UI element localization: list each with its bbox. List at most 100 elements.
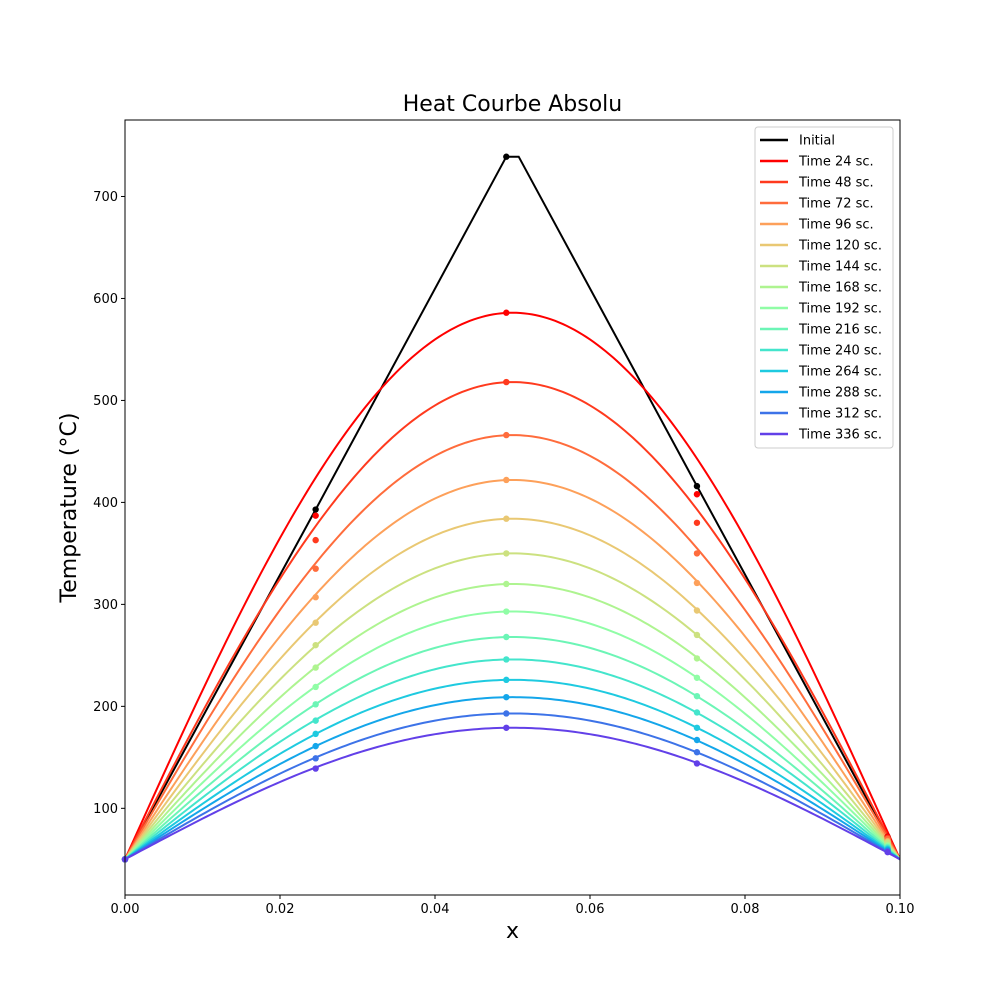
legend-label: Time 192 sc. [798, 302, 882, 317]
legend-label: Time 96 sc. [798, 218, 874, 233]
legend-item-time-48-sc: Time 48 sc. [760, 176, 874, 191]
series-line-time-216-sc [125, 636, 900, 861]
x-axis-ticks: 0.00 0.02 0.04 0.06 0.08 0.10 [111, 895, 915, 917]
data-point-time-48-sc [503, 378, 510, 386]
series-line-time-192-sc [125, 610, 900, 861]
data-point-time-96-sc [312, 594, 319, 601]
series-line-time-48-sc [125, 381, 900, 860]
data-point-time-48-sc [312, 536, 319, 544]
data-point-time-24-sc [312, 512, 319, 519]
data-point-time-144-sc [693, 631, 701, 639]
series-line-time-264-sc [125, 678, 900, 861]
series-line-time-120-sc [125, 517, 900, 860]
legend-label: Time 240 sc. [798, 344, 882, 359]
x-tick-label: 0.06 [576, 902, 605, 917]
legend-item-time-96-sc: Time 96 sc. [760, 218, 874, 233]
data-point-time-336-sc [884, 848, 891, 856]
x-tick-label: 0.08 [731, 902, 760, 917]
marker-layer [121, 153, 891, 863]
series-line-time-24-sc [125, 311, 900, 860]
legend-item-time-24-sc: Time 24 sc. [760, 155, 874, 170]
legend-label: Time 144 sc. [798, 260, 882, 275]
legend-item-time-120-sc: Time 120 sc. [760, 239, 882, 254]
legend-label: Time 120 sc. [798, 239, 882, 254]
y-tick-label: 200 [93, 700, 118, 715]
legend-label: Initial [799, 134, 835, 149]
legend-label: Time 72 sc. [798, 197, 874, 212]
data-point-time-168-sc [503, 580, 510, 588]
data-point-time-216-sc [503, 633, 510, 641]
y-tick-label: 300 [93, 598, 118, 613]
legend-item-time-168-sc: Time 168 sc. [760, 281, 882, 296]
series-line-time-168-sc [125, 582, 900, 860]
data-point-time-144-sc [503, 550, 510, 557]
data-point-time-120-sc [503, 515, 510, 522]
data-point-time-24-sc [693, 491, 701, 498]
legend-label: Time 48 sc. [798, 176, 874, 191]
data-point-time-192-sc [503, 608, 510, 615]
y-tick-label: 100 [93, 802, 118, 817]
data-point-time-288-sc [693, 736, 701, 744]
legend-item-time-264-sc: Time 264 sc. [760, 365, 882, 380]
series-layer [125, 155, 900, 861]
legend-item-time-144-sc: Time 144 sc. [760, 260, 882, 275]
data-point-time-192-sc [312, 683, 319, 691]
data-point-time-168-sc [693, 655, 701, 662]
legend-item-time-312-sc: Time 312 sc. [760, 407, 882, 422]
series-line-time-288-sc [125, 696, 900, 861]
data-point-time-312-sc [693, 749, 701, 756]
chart-title: Heat Courbe Absolu [403, 92, 622, 117]
data-point-initial [312, 506, 319, 513]
data-point-time-120-sc [312, 619, 319, 626]
data-point-time-288-sc [312, 742, 319, 750]
series-line-time-336-sc [125, 726, 900, 861]
legend-label: Time 264 sc. [798, 365, 882, 380]
legend-item-time-72-sc: Time 72 sc. [760, 197, 874, 212]
data-point-time-240-sc [312, 717, 319, 724]
series-line-time-144-sc [125, 552, 900, 860]
legend-item-time-240-sc: Time 240 sc. [760, 344, 882, 359]
data-point-time-264-sc [693, 724, 701, 731]
x-tick-label: 0.04 [421, 902, 450, 917]
data-point-time-288-sc [503, 693, 510, 701]
data-point-time-24-sc [503, 309, 510, 316]
legend-label: Time 312 sc. [798, 407, 882, 422]
y-tick-label: 500 [93, 394, 118, 409]
legend-label: Time 168 sc. [798, 281, 882, 296]
legend-label: Time 216 sc. [798, 323, 882, 338]
data-point-time-96-sc [503, 476, 510, 484]
data-point-time-336-sc [503, 724, 510, 731]
data-point-time-264-sc [312, 730, 319, 738]
data-point-time-72-sc [693, 550, 701, 557]
series-line-time-312-sc [125, 712, 900, 861]
data-point-time-72-sc [503, 431, 510, 439]
series-line-time-72-sc [125, 434, 900, 860]
legend-label: Time 336 sc. [798, 428, 882, 443]
x-axis-label: x [506, 919, 519, 944]
data-point-time-312-sc [312, 755, 319, 762]
data-point-time-96-sc [693, 579, 701, 587]
x-tick-label: 0.02 [266, 902, 295, 917]
series-line-time-240-sc [125, 658, 900, 861]
data-point-time-192-sc [693, 674, 701, 681]
data-point-time-120-sc [693, 607, 701, 614]
data-point-time-312-sc [503, 710, 510, 717]
y-axis-label: Temperature (°C) [57, 413, 82, 604]
plot-frame [124, 119, 901, 896]
data-point-time-72-sc [312, 565, 319, 572]
series-line-time-96-sc [125, 478, 900, 860]
data-point-time-264-sc [503, 676, 510, 684]
data-point-initial [693, 482, 701, 490]
x-tick-label: 0.10 [886, 902, 915, 917]
data-point-time-216-sc [693, 692, 701, 700]
y-tick-label: 400 [93, 496, 118, 511]
legend: Initial Time 24 sc. Time 48 sc. Time 72 sc.… [754, 126, 894, 449]
y-tick-label: 700 [93, 190, 118, 205]
data-point-time-240-sc [693, 709, 701, 716]
data-point-time-216-sc [312, 701, 319, 708]
legend-item-time-192-sc: Time 192 sc. [760, 302, 882, 317]
data-point-time-144-sc [312, 641, 319, 649]
legend-label: Time 288 sc. [798, 386, 882, 401]
y-tick-label: 600 [93, 292, 118, 307]
